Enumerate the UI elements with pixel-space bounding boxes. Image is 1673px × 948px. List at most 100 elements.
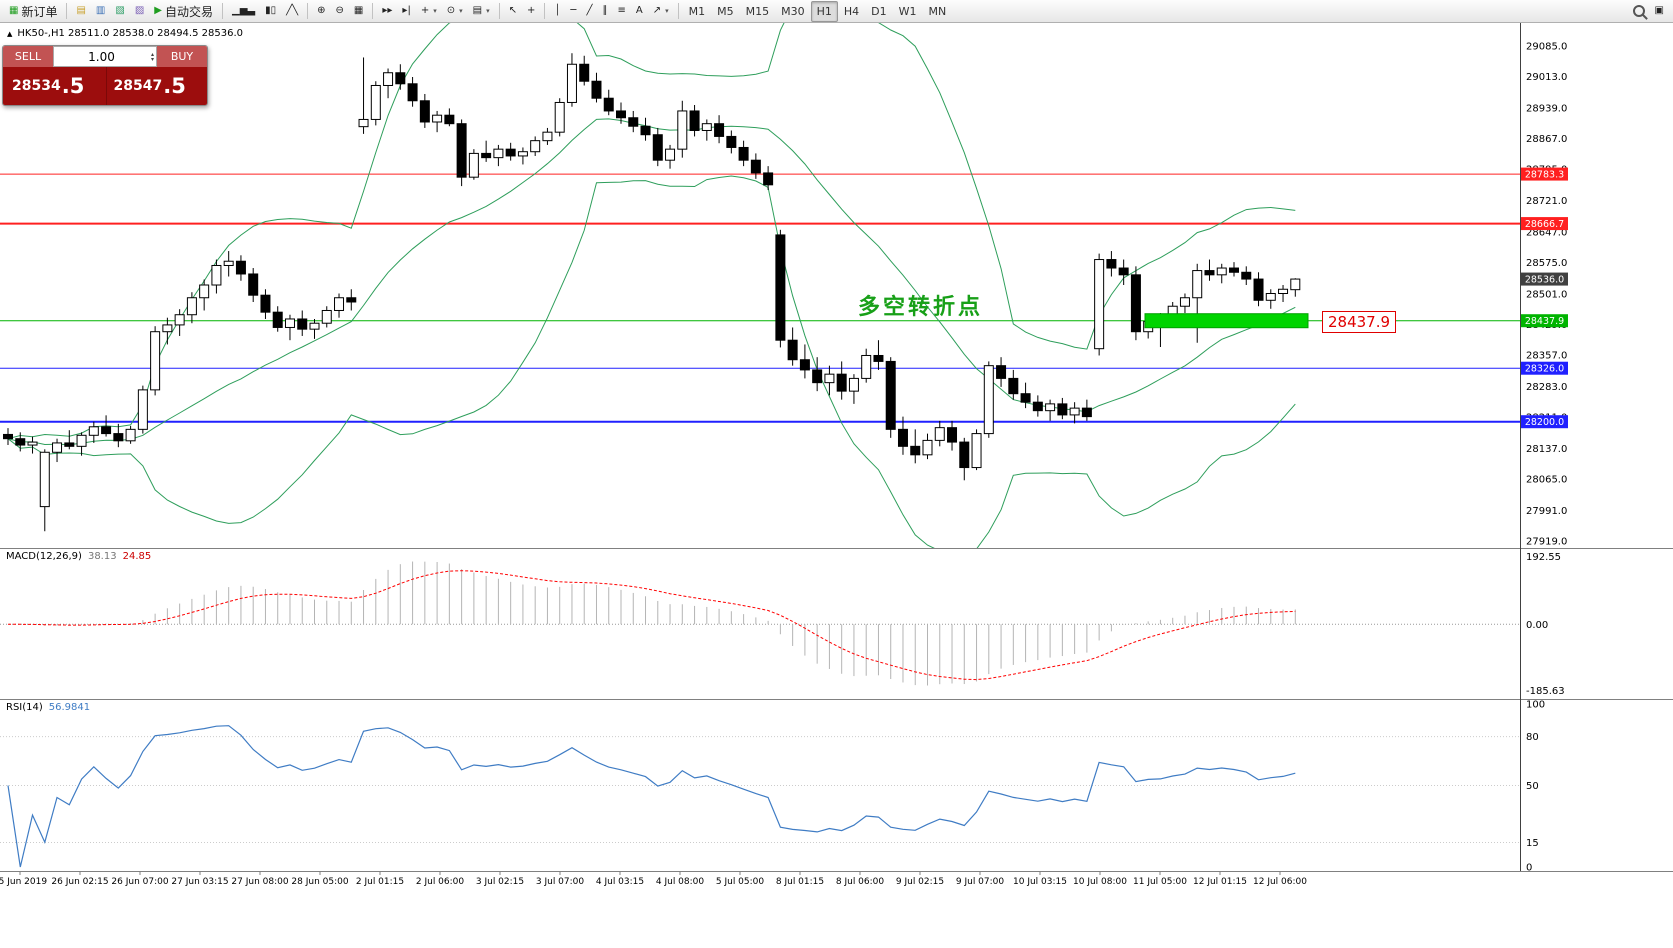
svg-text:10 Jul 03:15: 10 Jul 03:15	[1013, 877, 1067, 887]
macd-label: MACD(12,26,9) 38.13 24.85	[6, 551, 151, 562]
new-chart-button-dropdown-icon[interactable]: ▾	[433, 7, 437, 15]
volume-stepper[interactable]: 1.00 ▴ ▾	[53, 46, 157, 67]
autotrading-button-label: 自动交易	[164, 4, 213, 19]
svg-text:27919.0: 27919.0	[1526, 537, 1567, 548]
svg-text:0: 0	[1526, 863, 1532, 874]
axis-price-box	[1521, 361, 1568, 375]
rsi-name: RSI(14)	[6, 702, 43, 713]
new-chart-icon: +	[420, 5, 430, 16]
text-button[interactable]: A	[631, 1, 648, 22]
auto-scroll-button[interactable]: ▸▸	[377, 1, 397, 22]
chart-canvas[interactable]: 29085.029013.028939.028867.028795.028721…	[0, 23, 1673, 948]
line-chart-button[interactable]: ╱╲	[281, 1, 303, 22]
fibonacci-icon: ≡	[617, 5, 626, 16]
symbol-marker-icon: ▲	[7, 29, 13, 38]
volume-spin-buttons[interactable]: ▴ ▾	[149, 50, 156, 63]
rsi-line	[7, 725, 1296, 868]
buy-price[interactable]: 28547 .5	[105, 67, 208, 105]
tf-w1[interactable]: W1	[893, 1, 923, 22]
crosshair-button[interactable]: +	[522, 1, 540, 22]
tf-d1[interactable]: D1	[865, 1, 892, 22]
navigator-button[interactable]: ▧	[110, 1, 129, 22]
tf-h1[interactable]: H1	[810, 0, 838, 22]
candlestick-chart-button[interactable]: ▮▯	[260, 1, 281, 22]
svg-text:4 Jul 03:15: 4 Jul 03:15	[596, 877, 644, 887]
axis-price-box	[1521, 415, 1568, 429]
svg-text:192.55: 192.55	[1526, 552, 1561, 563]
bar-chart-button[interactable]: ▁▅▃	[227, 1, 260, 22]
horizontal-lines[interactable]	[0, 173, 1520, 423]
svg-text:8 Jul 01:15: 8 Jul 01:15	[776, 877, 824, 887]
horizontal-line-button[interactable]: ─	[565, 1, 581, 22]
svg-text:12 Jul 01:15: 12 Jul 01:15	[1193, 877, 1247, 887]
tile-windows-button[interactable]: ▦	[349, 1, 368, 22]
tf-mn[interactable]: MN	[923, 1, 953, 22]
arrows-button-dropdown-icon[interactable]: ▾	[665, 7, 669, 15]
terminal-icon: ▨	[134, 5, 145, 16]
search-button[interactable]	[1628, 1, 1650, 22]
arrows-button[interactable]: ↗ ▾	[648, 1, 674, 22]
fibonacci-button[interactable]: ≡	[612, 1, 630, 22]
tf-h4-label: H4	[843, 4, 860, 18]
terminal-button[interactable]: ▨	[130, 1, 149, 22]
zoom-in-button[interactable]: ⊕	[312, 1, 330, 22]
profiles-button-dropdown-icon[interactable]: ▾	[459, 7, 463, 15]
volume-up-icon[interactable]: ▴	[150, 50, 154, 58]
buy-button[interactable]: BUY	[157, 46, 207, 67]
autotrading-button[interactable]: ▶ 自动交易	[149, 1, 218, 22]
sell-button[interactable]: SELL	[3, 46, 53, 67]
autotrading-icon: ▶	[154, 5, 162, 16]
cursor-icon: ↖	[508, 5, 517, 16]
rsi-value: 56.9841	[48, 702, 91, 713]
data-window-button[interactable]: ▥	[91, 1, 110, 22]
tf-m5[interactable]: M5	[711, 1, 740, 22]
candles-layer	[3, 53, 1301, 532]
volume-down-icon[interactable]: ▾	[150, 55, 154, 63]
svg-text:10 Jul 08:00: 10 Jul 08:00	[1073, 877, 1127, 887]
tf-m30[interactable]: M30	[775, 1, 811, 22]
volume-value[interactable]: 1.00	[88, 49, 115, 64]
tf-m15[interactable]: M15	[740, 1, 776, 22]
zoom-out-button[interactable]: ⊖	[331, 1, 349, 22]
price-axis[interactable]: 29085.029013.028939.028867.028795.028721…	[1521, 42, 1568, 548]
sell-price[interactable]: 28534 .5	[3, 67, 106, 105]
svg-text:50: 50	[1526, 781, 1539, 792]
highlight-rectangle[interactable]	[1144, 313, 1309, 329]
tf-mn-label: MN	[928, 4, 947, 18]
tf-h1-label: H1	[816, 4, 832, 18]
vertical-line-icon: │	[554, 5, 561, 16]
symbol-info: ▲ HK50-,H1 28511.0 28538.0 28494.5 28536…	[7, 28, 243, 39]
svg-text:25 Jun 2019: 25 Jun 2019	[0, 877, 47, 887]
trendline-button[interactable]: ╱	[581, 1, 597, 22]
layout-button[interactable]: ▣	[1650, 1, 1669, 22]
buy-price-fraction: .5	[163, 74, 186, 98]
svg-text:2 Jul 01:15: 2 Jul 01:15	[356, 877, 404, 887]
axis-price-box	[1521, 167, 1568, 181]
templates-button-dropdown-icon[interactable]: ▾	[486, 7, 490, 15]
chart-shift-button[interactable]: ▸|	[397, 1, 415, 22]
new-order-button[interactable]: ▦ 新订单	[4, 1, 62, 22]
cursor-button[interactable]: ↖	[504, 1, 522, 22]
profiles-button[interactable]: ⊙ ▾	[442, 1, 468, 22]
market-watch-button[interactable]: ▤	[71, 1, 90, 22]
chart-shift-icon: ▸|	[402, 5, 411, 16]
axis-price-box	[1521, 217, 1568, 231]
svg-text:28536.0: 28536.0	[1525, 275, 1564, 286]
tf-m1[interactable]: M1	[683, 1, 712, 22]
templates-button[interactable]: ▤ ▾	[468, 1, 495, 22]
price-level-label[interactable]: 28437.9	[1322, 311, 1397, 333]
tile-windows-icon: ▦	[353, 5, 364, 16]
svg-text:9 Jul 02:15: 9 Jul 02:15	[896, 877, 944, 887]
macd-signal-line	[8, 570, 1296, 681]
macd-histogram	[19, 561, 1296, 686]
channel-button[interactable]: ∥	[597, 1, 612, 22]
vertical-line-button[interactable]: │	[549, 1, 565, 22]
svg-text:3 Jul 07:00: 3 Jul 07:00	[536, 877, 585, 887]
navigator-icon: ▧	[115, 5, 125, 16]
tf-h4[interactable]: H4	[838, 1, 865, 22]
horizontal-line-icon: ─	[570, 5, 577, 16]
new-chart-button[interactable]: + ▾	[416, 1, 442, 22]
svg-text:29013.0: 29013.0	[1526, 72, 1567, 83]
toolbar-separator	[307, 3, 309, 19]
